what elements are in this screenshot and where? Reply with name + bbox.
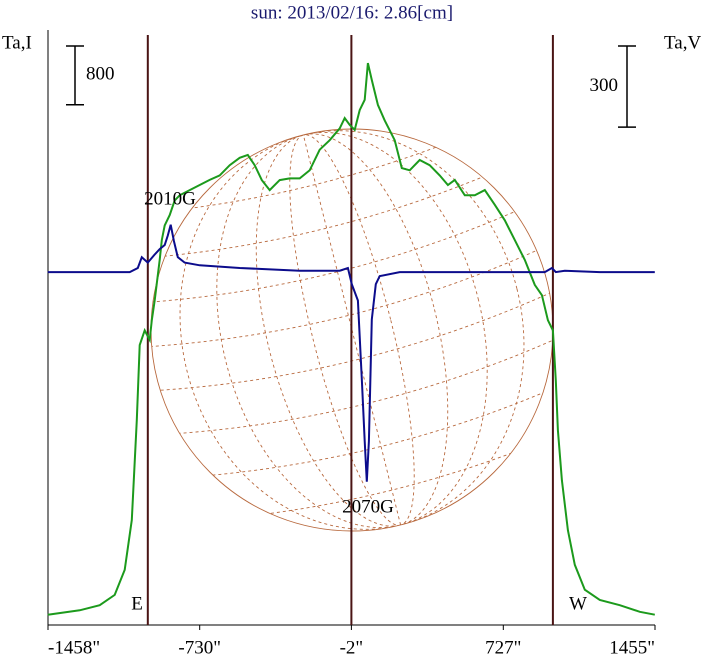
y-label: Ta,I [2,32,32,53]
x-tick-label: -730" [178,637,221,658]
annotation: 2070G [342,496,394,517]
x-tick-label: -1458" [48,637,100,658]
annotation: E [131,593,143,614]
x-tick-label: 727" [485,637,521,658]
series-line [47,62,655,616]
chart-title: sun: 2013/02/16: 2.86[cm] [251,2,453,23]
x-tick-label: -2" [340,637,364,658]
series-line [47,224,655,482]
annotation: W [569,593,587,614]
scale-bar-v-label: 300 [590,75,619,96]
y2-label: Ta,V [664,32,701,53]
x-tick-label: 1455" [609,637,655,658]
scale-bar-label: 800 [86,64,115,85]
annotation: 2010G [144,188,196,209]
